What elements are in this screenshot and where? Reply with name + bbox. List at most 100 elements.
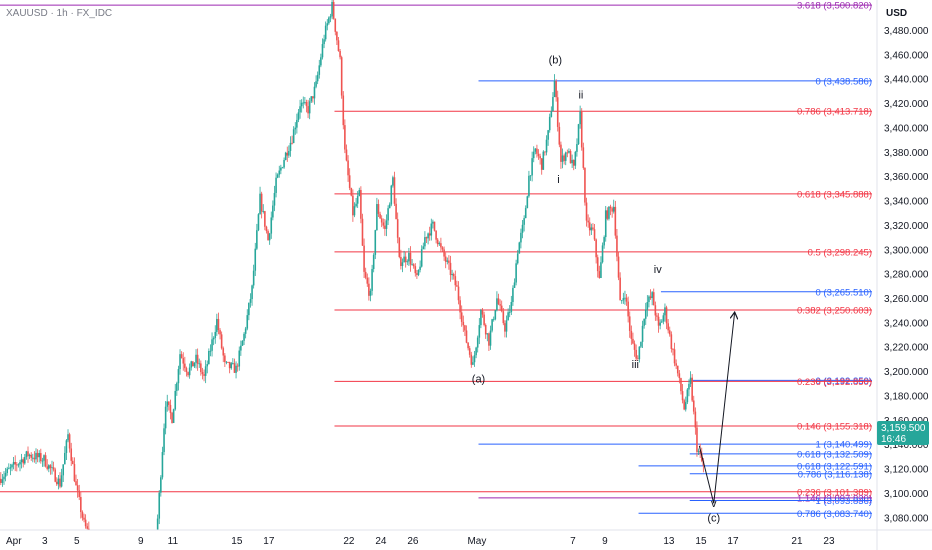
candle-body[interactable] <box>84 519 87 527</box>
candle-body[interactable] <box>390 185 393 205</box>
candle-body[interactable] <box>467 342 469 349</box>
candle-body[interactable] <box>281 167 284 169</box>
candle-body[interactable] <box>476 337 479 348</box>
price-axis[interactable]: 3,080.0003,100.0003,120.0003,140.0003,16… <box>884 26 929 524</box>
candle-body[interactable] <box>48 465 50 469</box>
candle-body[interactable] <box>454 276 457 286</box>
candle-body[interactable] <box>334 18 337 32</box>
candle-body[interactable] <box>33 457 36 460</box>
candle-body[interactable] <box>363 245 365 272</box>
candle-body[interactable] <box>464 325 466 331</box>
candle-body[interactable] <box>9 467 12 469</box>
candle-body[interactable] <box>90 537 92 538</box>
candle-body[interactable] <box>16 464 18 466</box>
candle-body[interactable] <box>353 206 356 216</box>
candle-body[interactable] <box>225 361 228 363</box>
candle-body[interactable] <box>208 351 210 365</box>
candle-body[interactable] <box>649 296 652 299</box>
candle-body[interactable] <box>32 457 34 459</box>
candle-body[interactable] <box>668 330 671 335</box>
candle-body[interactable] <box>171 412 173 423</box>
candle-body[interactable] <box>505 320 508 332</box>
candle-body[interactable] <box>0 478 2 483</box>
candle-body[interactable] <box>540 158 543 170</box>
candle-body[interactable] <box>201 372 204 375</box>
candle-body[interactable] <box>684 402 687 410</box>
candle-body[interactable] <box>240 345 242 351</box>
candle-body[interactable] <box>265 226 268 232</box>
candle-body[interactable] <box>552 97 554 112</box>
candle-body[interactable] <box>227 361 229 363</box>
candle-body[interactable] <box>542 151 545 170</box>
candle-body[interactable] <box>358 189 361 197</box>
candle-body[interactable] <box>385 220 388 229</box>
candle-body[interactable] <box>291 142 293 144</box>
candle-body[interactable] <box>681 391 684 401</box>
candle-body[interactable] <box>76 485 79 491</box>
candle-body[interactable] <box>161 452 164 478</box>
candle-body[interactable] <box>520 232 522 243</box>
candle-body[interactable] <box>550 111 553 117</box>
candle-body[interactable] <box>193 362 196 367</box>
candle-body[interactable] <box>636 358 639 360</box>
candle-body[interactable] <box>166 401 169 407</box>
candle-body[interactable] <box>577 124 580 145</box>
candle-body[interactable] <box>267 231 269 241</box>
candle-body[interactable] <box>606 210 609 219</box>
candle-body[interactable] <box>256 230 258 249</box>
candle-body[interactable] <box>462 321 465 326</box>
candle-body[interactable] <box>566 152 569 154</box>
candle-body[interactable] <box>19 462 21 465</box>
candle-body[interactable] <box>478 325 481 338</box>
candle-body[interactable] <box>326 23 329 26</box>
time-axis[interactable]: Apr 3 5 9 11 15 17 22 24 26 May 7 9 13 15 17 21 23 <box>6 536 835 547</box>
candle-body[interactable] <box>388 204 391 209</box>
candle-body[interactable] <box>465 330 468 343</box>
candle-body[interactable] <box>414 266 417 274</box>
candle-body[interactable] <box>696 427 698 452</box>
candle-body[interactable] <box>59 478 61 487</box>
candle-body[interactable] <box>475 347 477 356</box>
candle-body[interactable] <box>17 464 20 466</box>
candle-body[interactable] <box>697 450 700 452</box>
candle-body[interactable] <box>488 333 490 346</box>
candle-body[interactable] <box>494 310 497 320</box>
candle-body[interactable] <box>670 334 673 349</box>
candle-body[interactable] <box>492 319 495 321</box>
candle-body[interactable] <box>244 328 247 334</box>
candle-body[interactable] <box>584 167 586 203</box>
candle-body[interactable] <box>691 377 693 401</box>
candle-body[interactable] <box>534 148 537 152</box>
candle-body[interactable] <box>243 333 245 341</box>
candle-body[interactable] <box>484 324 487 335</box>
candle-body[interactable] <box>81 512 84 518</box>
candle-body[interactable] <box>598 271 601 279</box>
candle-body[interactable] <box>284 152 287 160</box>
candle-body[interactable] <box>307 106 309 114</box>
candle-body[interactable] <box>214 331 217 338</box>
candle-body[interactable] <box>580 111 583 148</box>
candle-body[interactable] <box>8 468 10 470</box>
candle-body[interactable] <box>78 490 81 497</box>
candle-body[interactable] <box>163 428 165 453</box>
candle-body[interactable] <box>451 273 453 276</box>
candle-body[interactable] <box>49 465 52 469</box>
candle-body[interactable] <box>296 119 298 128</box>
candle-body[interactable] <box>587 220 589 223</box>
candle-body[interactable] <box>547 130 549 140</box>
candle-body[interactable] <box>609 206 612 209</box>
candle-body[interactable] <box>275 177 277 193</box>
candle-body[interactable] <box>699 450 701 454</box>
candle-body[interactable] <box>280 167 282 171</box>
candle-body[interactable] <box>648 296 650 302</box>
candle-body[interactable] <box>553 80 556 98</box>
candle-body[interactable] <box>232 363 234 365</box>
candle-body[interactable] <box>300 102 303 107</box>
candle-body[interactable] <box>457 286 460 301</box>
candle-body[interactable] <box>678 373 681 379</box>
candle-body[interactable] <box>321 44 324 58</box>
candle-body[interactable] <box>532 151 535 159</box>
candle-body[interactable] <box>329 16 332 18</box>
candle-body[interactable] <box>94 540 96 544</box>
candle-body[interactable] <box>622 298 625 301</box>
